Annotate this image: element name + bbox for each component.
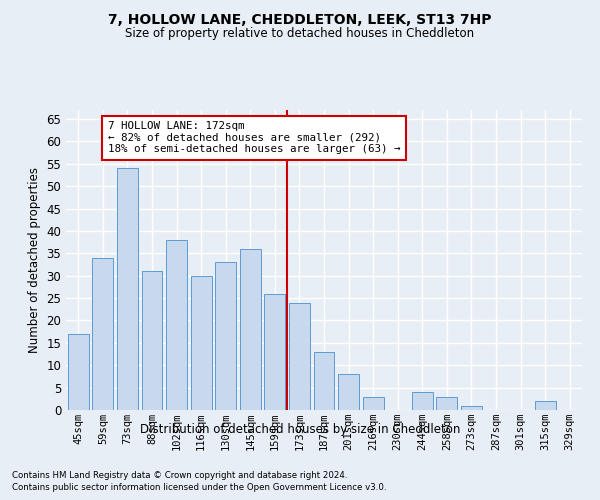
Bar [191, 276, 212, 410]
Text: Contains public sector information licensed under the Open Government Licence v3: Contains public sector information licen… [12, 484, 386, 492]
Bar [142, 271, 163, 410]
Bar [412, 392, 433, 410]
Text: Distribution of detached houses by size in Cheddleton: Distribution of detached houses by size … [140, 422, 460, 436]
Y-axis label: Number of detached properties: Number of detached properties [28, 167, 41, 353]
Bar [314, 352, 334, 410]
Bar [535, 401, 556, 410]
Bar [68, 334, 89, 410]
Text: 7, HOLLOW LANE, CHEDDLETON, LEEK, ST13 7HP: 7, HOLLOW LANE, CHEDDLETON, LEEK, ST13 7… [108, 12, 492, 26]
Bar [166, 240, 187, 410]
Text: Size of property relative to detached houses in Cheddleton: Size of property relative to detached ho… [125, 28, 475, 40]
Bar [92, 258, 113, 410]
Bar [265, 294, 286, 410]
Text: 7 HOLLOW LANE: 172sqm
← 82% of detached houses are smaller (292)
18% of semi-det: 7 HOLLOW LANE: 172sqm ← 82% of detached … [108, 121, 400, 154]
Bar [436, 396, 457, 410]
Text: Contains HM Land Registry data © Crown copyright and database right 2024.: Contains HM Land Registry data © Crown c… [12, 471, 347, 480]
Bar [117, 168, 138, 410]
Bar [240, 249, 261, 410]
Bar [362, 396, 383, 410]
Bar [289, 302, 310, 410]
Bar [215, 262, 236, 410]
Bar [461, 406, 482, 410]
Bar [338, 374, 359, 410]
